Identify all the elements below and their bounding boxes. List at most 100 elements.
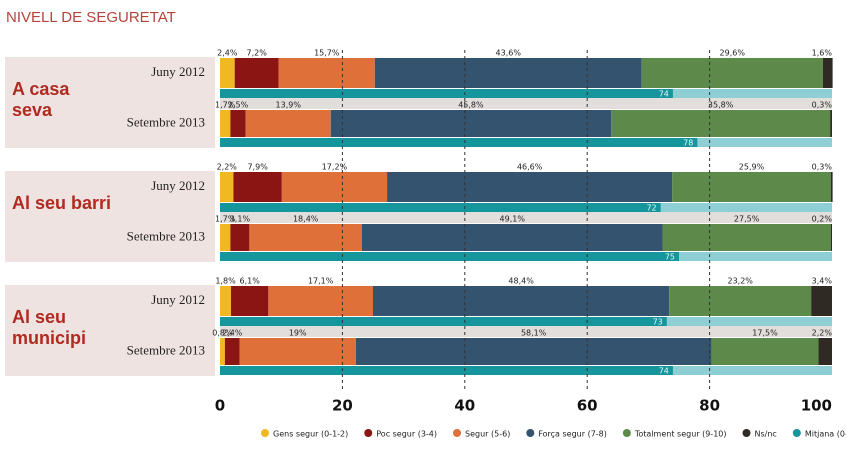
label-band (220, 325, 832, 337)
value-label: 1,8% (215, 277, 236, 286)
x-tick-label: 40 (454, 397, 475, 415)
row-label: Juny 2012 (151, 178, 205, 193)
bar-segment (830, 172, 833, 202)
x-tick-label: 100 (801, 397, 832, 415)
x-tick-label: 80 (699, 397, 720, 415)
mean-bar (220, 317, 667, 326)
x-tick-label: 0 (215, 397, 225, 415)
group-panel (5, 285, 215, 376)
bar-segment (245, 110, 331, 137)
value-label: 1,7% (215, 215, 236, 224)
bar-segment (361, 224, 663, 251)
legend-label: Poc segur (3-4) (376, 430, 437, 439)
chart-title: NIVELL DE SEGURETAT (6, 9, 176, 26)
value-label: 1,7% (215, 101, 236, 110)
bar-segment (224, 338, 240, 365)
bar-segment (220, 224, 231, 251)
legend-marker (792, 429, 801, 437)
value-label: 7,2% (247, 49, 268, 58)
mean-bar (220, 203, 661, 212)
mean-label: 74 (659, 90, 669, 99)
bar-segment (220, 58, 235, 88)
bar-segment (231, 286, 269, 316)
value-label: 0,8% (212, 329, 233, 338)
row-label: Setembre 2013 (127, 228, 205, 243)
row-label: Juny 2012 (151, 64, 205, 79)
row-label: Setembre 2013 (127, 342, 205, 357)
group-panel (5, 57, 215, 148)
mean-label: 74 (659, 367, 669, 376)
value-label: 0,3% (812, 163, 833, 172)
mean-bar (220, 366, 673, 375)
value-label: 2,2% (812, 329, 833, 338)
legend-marker (261, 429, 269, 437)
legend-marker (742, 429, 751, 437)
legend-marker (526, 429, 535, 437)
bar-segment (220, 338, 225, 365)
value-label: 45,8% (458, 101, 484, 110)
value-label: 6,1% (240, 277, 261, 286)
bar-segment (672, 172, 831, 202)
bar-segment (249, 224, 362, 251)
value-label: 13,9% (276, 101, 302, 110)
value-label: 17,5% (752, 329, 778, 338)
bar-segment (830, 110, 832, 137)
bar-segment (818, 338, 832, 365)
row-label: Juny 2012 (151, 292, 205, 307)
value-label: 18,4% (293, 215, 319, 224)
value-label: 3,1% (230, 215, 251, 224)
value-label: 7,9% (247, 163, 268, 172)
bar-segment (278, 58, 375, 88)
value-label: 2,4% (222, 329, 243, 338)
legend-label: Segur (5-6) (465, 430, 510, 439)
legend-label: Mitjana (0-100) (805, 430, 846, 439)
value-label: 43,6% (496, 49, 522, 58)
bar-segment (355, 338, 712, 365)
legend-label: Totalment segur (9-10) (634, 430, 727, 439)
value-label: 58,1% (521, 329, 547, 338)
bar-segment (330, 110, 612, 137)
legend-marker (364, 429, 373, 437)
value-label: 49,1% (500, 215, 526, 224)
bar-segment (220, 172, 234, 202)
bar-segment (822, 58, 833, 88)
value-label: 3,4% (812, 277, 833, 286)
value-label: 23,2% (727, 277, 753, 286)
value-label: 2,4% (217, 49, 238, 58)
value-label: 2,5% (228, 101, 249, 110)
bar-segment (268, 286, 373, 316)
legend-label: Força segur (7-8) (538, 430, 607, 439)
legend-marker (622, 429, 631, 437)
label-band (220, 97, 832, 109)
legend-label: Gens segur (0-1-2) (273, 430, 348, 439)
group-label-box: Al seu municipi (12, 307, 86, 348)
mean-bar (220, 89, 673, 98)
value-label: 46,6% (517, 163, 543, 172)
bar-segment (662, 224, 831, 251)
group-label: Al seu barri (12, 193, 112, 213)
label-band (220, 211, 832, 223)
mean-label: 72 (646, 204, 656, 213)
group-panel (5, 171, 215, 262)
value-label: 48,4% (508, 277, 534, 286)
group-label: A casa seva (12, 79, 70, 120)
bar-segment (220, 110, 231, 137)
value-label: 0,2% (812, 215, 833, 224)
mean-label: 75 (665, 253, 675, 262)
bar-segment (641, 58, 823, 88)
legend-marker (453, 429, 462, 437)
bar-segment (373, 286, 670, 316)
group-label-box: Al seu barri (12, 193, 112, 213)
bar-segment (220, 286, 232, 316)
legend-label: Ns/nc (755, 430, 777, 439)
mean-bar (220, 252, 679, 261)
value-label: 17,1% (308, 277, 334, 286)
x-tick-label: 60 (577, 397, 598, 415)
bar-segment (374, 58, 642, 88)
x-tick-label: 20 (332, 397, 353, 415)
bar-segment (281, 172, 388, 202)
group-label-box: A casa seva (12, 79, 70, 120)
bar-segment (711, 338, 819, 365)
value-label: 27,5% (734, 215, 760, 224)
